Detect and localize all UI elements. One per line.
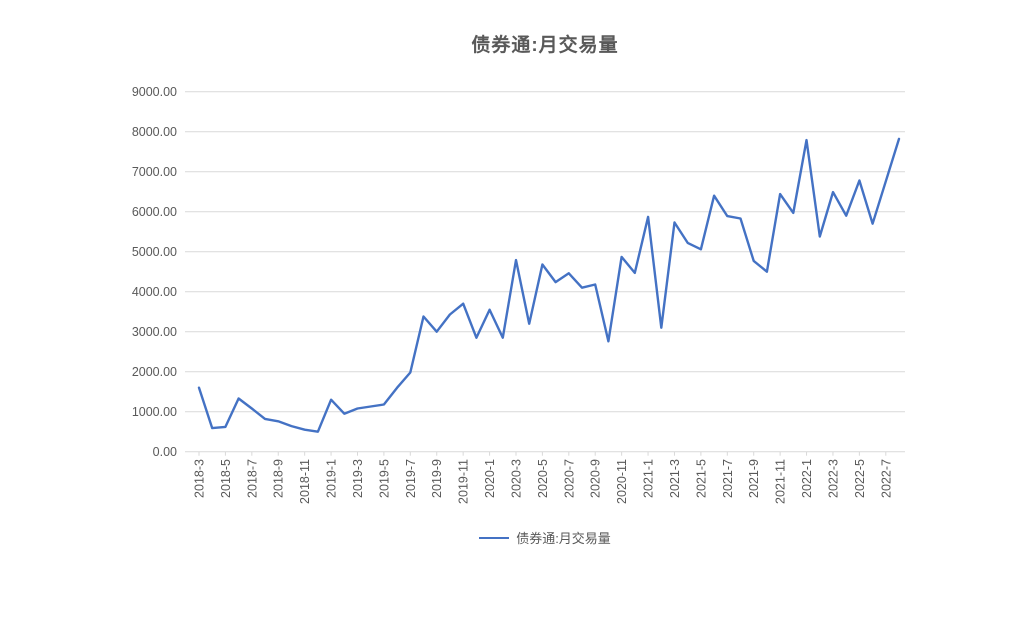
legend-series-label: 债券通:月交易量 [516,531,611,546]
x-axis-tick-label: 2019-7 [404,459,418,498]
x-axis-tick-label: 2021-3 [668,459,682,498]
x-axis-tick-label: 2018-3 [193,459,207,498]
y-axis-tick-label: 7000.00 [132,165,177,179]
y-axis-tick-label: 8000.00 [132,125,177,139]
x-axis-tick-label: 2019-3 [351,459,365,498]
y-axis-tick-label: 9000.00 [132,85,177,99]
x-axis-tick-label: 2019-11 [457,459,471,504]
x-axis-tick-label: 2020-11 [615,459,629,504]
x-axis-tick-label: 2022-7 [879,459,893,498]
x-axis-tick-label: 2022-1 [800,459,814,498]
x-axis-tick-label: 2022-3 [826,459,840,498]
x-axis-tick-label: 2021-5 [694,459,708,498]
y-axis-tick-label: 4000.00 [132,285,177,299]
x-axis-tick-label: 2019-5 [377,459,391,498]
x-axis-tick-label: 2021-9 [747,459,761,498]
y-axis-tick-label: 3000.00 [132,325,177,339]
legend-line-swatch [479,536,510,539]
y-axis-tick-label: 5000.00 [132,245,177,259]
y-axis-tick-label: 1000.00 [132,405,177,419]
x-axis-tick-label: 2021-1 [642,459,656,498]
chart-legend: 债券通:月交易量 [185,528,905,547]
x-axis-tick-label: 2022-5 [853,459,867,498]
x-axis-tick-label: 2019-1 [325,459,339,498]
x-axis-tick-label: 2020-5 [536,459,550,498]
y-axis-tick-label: 0.00 [153,445,177,459]
x-axis-tick-label: 2020-7 [562,459,576,498]
y-axis-tick-label: 2000.00 [132,365,177,379]
x-axis-tick-label: 2020-3 [509,459,523,498]
x-axis-tick-label: 2021-7 [721,459,735,498]
x-axis-tick-label: 2018-11 [298,459,312,504]
x-axis-tick-label: 2018-5 [219,459,233,498]
x-axis-tick-label: 2018-7 [245,459,259,498]
x-axis-tick-label: 2020-1 [483,459,497,498]
x-axis-tick-label: 2019-9 [430,459,444,498]
x-axis-tick-label: 2020-9 [589,459,603,498]
x-axis-tick-label: 2021-11 [774,459,788,504]
chart-title: 债券通:月交易量 [471,35,619,56]
y-axis-tick-label: 6000.00 [132,205,177,219]
x-axis-tick-label: 2018-9 [272,459,286,498]
series-line [197,137,901,433]
